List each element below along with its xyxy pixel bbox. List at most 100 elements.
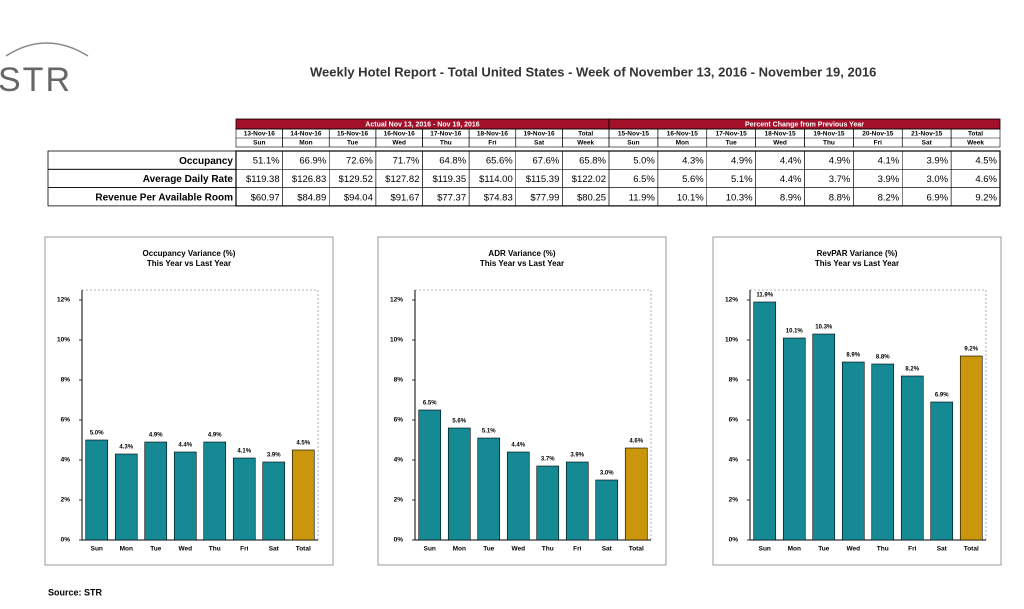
date-label: 16-Nov-15	[667, 131, 698, 138]
bar	[595, 479, 619, 541]
x-tick-label: Thu	[542, 546, 554, 553]
value-label: 11.9%	[756, 293, 773, 299]
x-tick-label: Tue	[818, 546, 829, 553]
cell-value: $127.82	[385, 174, 419, 185]
x-tick-label: Fri	[908, 546, 917, 553]
value-label: 4.9%	[149, 433, 163, 439]
bar	[565, 461, 589, 541]
cell-value: $94.04	[344, 192, 373, 203]
x-tick-label: Wed	[846, 546, 860, 553]
value-label: 5.0%	[90, 431, 104, 437]
group-title: Actual Nov 13, 2016 - Nov 19, 2016	[365, 121, 479, 128]
cell-value: 4.4%	[780, 156, 802, 167]
value-label: 4.1%	[237, 449, 251, 455]
cell-value: 8.9%	[780, 192, 802, 203]
date-label: 17-Nov-15	[716, 131, 747, 138]
date-label: 15-Nov-15	[618, 131, 649, 138]
chart-title: RevPAR Variance (%)	[817, 249, 898, 258]
cell-value: 4.3%	[682, 156, 704, 167]
x-tick-label: Mon	[120, 546, 133, 553]
cell-value: $115.39	[526, 174, 560, 185]
day-label: Wed	[773, 140, 787, 147]
y-tick-label: 0%	[394, 537, 404, 544]
cell-value: 8.8%	[829, 192, 851, 203]
cell-value: 5.1%	[731, 174, 753, 185]
value-label: 10.3%	[815, 325, 833, 331]
x-tick-label: Sat	[602, 546, 613, 553]
cell-value: 66.9%	[299, 156, 326, 167]
y-tick-label: 10%	[57, 337, 70, 344]
x-tick-label: Fri	[573, 546, 582, 553]
value-label: 4.9%	[208, 433, 222, 439]
cell-value: 3.9%	[926, 156, 948, 167]
x-tick-label: Sun	[91, 546, 103, 553]
bar	[173, 451, 197, 541]
cell-value: 71.7%	[393, 156, 420, 167]
day-label: Sun	[253, 140, 265, 147]
y-tick-label: 2%	[394, 497, 404, 504]
x-tick-label: Tue	[483, 546, 494, 553]
bar	[418, 409, 442, 541]
cell-value: 5.0%	[633, 156, 655, 167]
bar	[506, 451, 530, 541]
x-tick-label: Fri	[240, 546, 249, 553]
day-label: Week	[967, 140, 984, 147]
x-tick-label: Mon	[788, 546, 801, 553]
row-label: Average Daily Rate	[143, 174, 234, 185]
cell-value: 3.9%	[878, 174, 900, 185]
cell-value: 4.9%	[731, 156, 753, 167]
chart-subtitle: This Year vs Last Year	[480, 259, 564, 268]
cell-value: 65.8%	[579, 156, 606, 167]
cell-value: 4.5%	[975, 156, 997, 167]
logo-arc	[5, 42, 89, 57]
row-label: Revenue Per Available Room	[95, 192, 233, 203]
y-tick-label: 8%	[729, 377, 739, 384]
date-label: Total	[578, 131, 593, 138]
x-tick-label: Wed	[178, 546, 192, 553]
day-label: Week	[577, 140, 594, 147]
value-label: 3.7%	[541, 457, 555, 463]
cell-value: 3.7%	[829, 174, 851, 185]
value-label: 3.9%	[267, 453, 281, 459]
bar	[959, 355, 983, 541]
cell-value: 3.0%	[926, 174, 948, 185]
day-label: Sat	[922, 140, 933, 147]
y-tick-label: 12%	[725, 297, 738, 304]
y-tick-label: 0%	[729, 537, 739, 544]
y-tick-label: 0%	[61, 537, 71, 544]
bar	[782, 337, 806, 541]
cell-value: $119.35	[432, 174, 466, 185]
date-label: 18-Nov-16	[477, 131, 508, 138]
day-label: Fri	[874, 140, 883, 147]
bar	[536, 465, 560, 541]
group-title: Percent Change from Previous Year	[745, 121, 864, 128]
cell-value: 10.3%	[726, 192, 753, 203]
chart-panel	[712, 236, 1002, 566]
cell-value: $60.97	[251, 192, 280, 203]
chart-subtitle: This Year vs Last Year	[147, 259, 231, 268]
day-label: Tue	[347, 140, 358, 147]
day-label: Sun	[627, 140, 639, 147]
value-label: 3.0%	[600, 471, 614, 477]
y-tick-label: 4%	[394, 457, 404, 464]
bar	[144, 441, 168, 541]
cell-value: $77.99	[530, 192, 559, 203]
x-tick-label: Tue	[150, 546, 161, 553]
date-label: Total	[968, 131, 983, 138]
y-tick-label: 6%	[394, 417, 404, 424]
value-label: 8.8%	[876, 355, 890, 361]
x-tick-label: Wed	[511, 546, 525, 553]
cell-value: $91.67	[390, 192, 419, 203]
cell-value: 64.8%	[439, 156, 466, 167]
cell-value: 6.9%	[926, 192, 948, 203]
x-tick-label: Total	[296, 546, 311, 553]
cell-value: $74.83	[484, 192, 513, 203]
y-tick-label: 6%	[61, 417, 71, 424]
date-label: 19-Nov-15	[813, 131, 844, 138]
bar	[262, 461, 286, 541]
x-tick-label: Thu	[877, 546, 889, 553]
bar	[753, 301, 777, 541]
value-label: 4.3%	[119, 445, 133, 451]
cell-value: $84.89	[297, 192, 326, 203]
